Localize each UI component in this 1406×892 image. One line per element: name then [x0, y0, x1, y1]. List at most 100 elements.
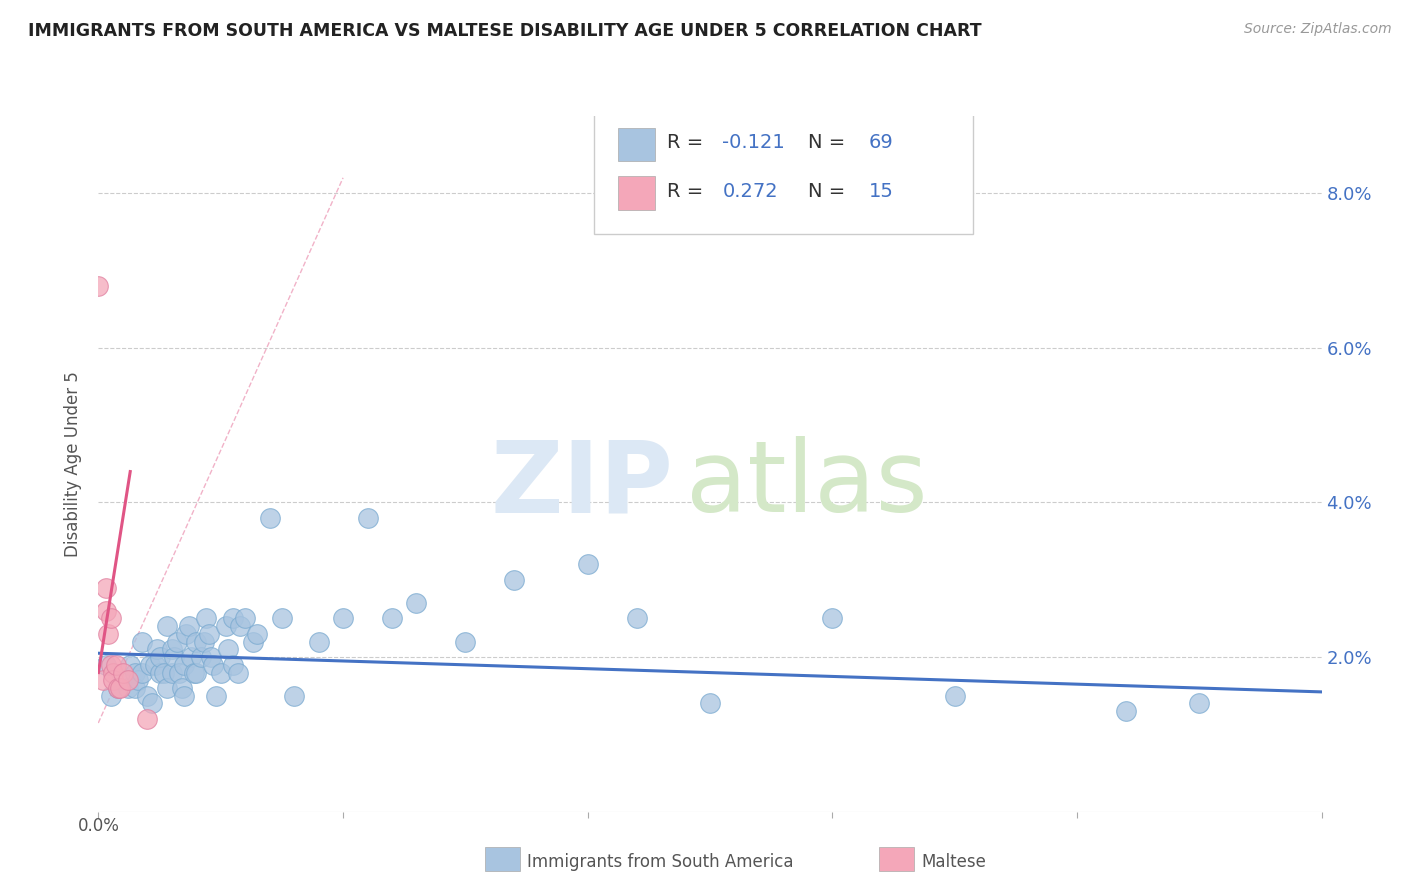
Point — [124, 681, 146, 695]
Point — [381, 611, 404, 625]
Point — [87, 279, 110, 293]
Point — [1188, 697, 1211, 711]
Point — [160, 642, 183, 657]
Point — [242, 634, 264, 648]
Point — [153, 665, 176, 680]
Point — [186, 665, 208, 680]
Point — [173, 657, 195, 672]
Point — [699, 697, 721, 711]
FancyBboxPatch shape — [619, 128, 655, 161]
Point — [193, 634, 215, 648]
Point — [139, 657, 162, 672]
Point — [101, 673, 124, 688]
Point — [259, 511, 281, 525]
Point — [156, 619, 179, 633]
Point — [200, 650, 222, 665]
Point — [107, 681, 129, 695]
Point — [146, 642, 169, 657]
Text: IMMIGRANTS FROM SOUTH AMERICA VS MALTESE DISABILITY AGE UNDER 5 CORRELATION CHAR: IMMIGRANTS FROM SOUTH AMERICA VS MALTESE… — [28, 22, 981, 40]
Text: R =: R = — [668, 134, 710, 153]
Point — [454, 634, 477, 648]
Point — [97, 627, 120, 641]
Point — [233, 611, 256, 625]
Point — [270, 611, 294, 625]
Point — [176, 627, 198, 641]
Text: Maltese: Maltese — [921, 853, 986, 871]
Point — [94, 604, 117, 618]
Text: N =: N = — [808, 134, 852, 153]
Point — [143, 657, 166, 672]
Point — [821, 611, 844, 625]
Point — [217, 642, 239, 657]
Point — [149, 650, 172, 665]
Point — [1115, 704, 1137, 718]
Point — [111, 665, 134, 680]
Point — [356, 511, 378, 525]
Point — [226, 665, 249, 680]
Point — [229, 619, 252, 633]
Point — [186, 634, 208, 648]
Point — [222, 657, 245, 672]
Point — [117, 673, 139, 688]
Point — [183, 665, 205, 680]
Point — [576, 558, 599, 572]
Point — [127, 673, 149, 688]
Point — [149, 665, 172, 680]
Point — [503, 573, 526, 587]
Point — [173, 689, 195, 703]
Text: 0.0%: 0.0% — [77, 817, 120, 835]
Point — [190, 650, 212, 665]
Point — [405, 596, 427, 610]
Point — [626, 611, 648, 625]
Text: 0.272: 0.272 — [723, 182, 778, 201]
Text: atlas: atlas — [686, 436, 927, 533]
Text: Source: ZipAtlas.com: Source: ZipAtlas.com — [1244, 22, 1392, 37]
Point — [131, 634, 153, 648]
Point — [205, 689, 228, 703]
Point — [100, 657, 122, 672]
Point — [160, 665, 183, 680]
Text: 15: 15 — [869, 182, 894, 201]
Point — [120, 657, 142, 672]
Point — [131, 665, 153, 680]
FancyBboxPatch shape — [619, 177, 655, 210]
Point — [180, 650, 202, 665]
Point — [214, 619, 236, 633]
Point — [100, 689, 122, 703]
Point — [222, 611, 245, 625]
Point — [100, 611, 122, 625]
Point — [167, 665, 190, 680]
Point — [117, 681, 139, 695]
Text: -0.121: -0.121 — [723, 134, 785, 153]
FancyBboxPatch shape — [593, 112, 973, 235]
Point — [197, 627, 219, 641]
Point — [91, 673, 114, 688]
Point — [170, 681, 193, 695]
Point — [124, 665, 146, 680]
Point — [308, 634, 330, 648]
Point — [246, 627, 269, 641]
Point — [283, 689, 305, 703]
Text: Immigrants from South America: Immigrants from South America — [527, 853, 794, 871]
Text: ZIP: ZIP — [491, 436, 673, 533]
Point — [141, 697, 163, 711]
Point — [107, 681, 129, 695]
Point — [156, 681, 179, 695]
Y-axis label: Disability Age Under 5: Disability Age Under 5 — [65, 371, 83, 557]
Point — [202, 657, 225, 672]
Point — [163, 650, 186, 665]
Point — [104, 657, 127, 672]
Point — [101, 665, 124, 680]
Text: N =: N = — [808, 182, 852, 201]
Point — [110, 681, 132, 695]
Point — [94, 581, 117, 595]
Point — [94, 657, 117, 672]
Text: 69: 69 — [869, 134, 894, 153]
Text: R =: R = — [668, 182, 710, 201]
Point — [177, 619, 200, 633]
Point — [166, 634, 188, 648]
Point — [209, 665, 232, 680]
Point — [195, 611, 218, 625]
Point — [136, 712, 159, 726]
Point — [943, 689, 966, 703]
